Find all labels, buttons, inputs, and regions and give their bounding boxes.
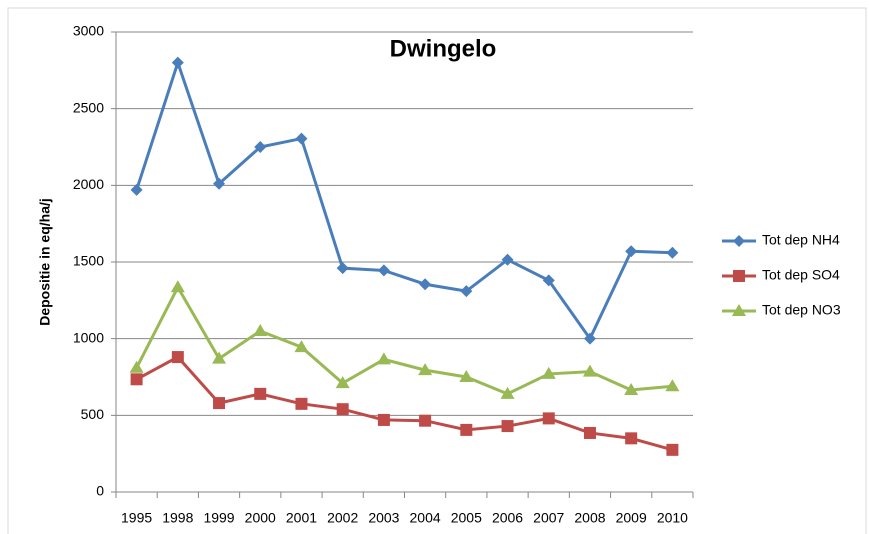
marker — [253, 324, 268, 336]
marker — [419, 278, 432, 291]
x-tick-label: 2005 — [451, 510, 482, 526]
marker — [460, 423, 473, 436]
marker — [542, 412, 555, 425]
marker — [171, 351, 184, 364]
marker — [665, 379, 680, 392]
marker — [666, 443, 679, 456]
marker — [170, 280, 185, 293]
marker — [295, 132, 308, 145]
x-tick-label: 2006 — [492, 510, 523, 526]
x-tick-label: 2003 — [368, 510, 399, 526]
x-tick-label: 2000 — [245, 510, 276, 526]
marker — [129, 360, 144, 373]
marker — [733, 235, 745, 247]
marker — [459, 370, 474, 382]
y-tick-label: 1500 — [73, 253, 104, 269]
legend-label: Tot dep SO4 — [762, 267, 840, 283]
marker — [130, 373, 143, 386]
marker — [171, 56, 184, 69]
y-tick-label: 2000 — [73, 176, 104, 192]
marker — [335, 376, 350, 389]
marker — [501, 420, 514, 433]
legend-label: Tot dep NO3 — [762, 302, 841, 318]
marker — [336, 262, 349, 275]
marker — [625, 245, 638, 258]
marker — [377, 413, 390, 426]
marker — [418, 363, 433, 376]
y-tick-label: 2500 — [73, 99, 104, 115]
marker — [733, 270, 745, 282]
marker — [130, 183, 143, 196]
chart-title: Dwingelo — [390, 35, 497, 62]
marker — [254, 141, 267, 153]
y-tick-label: 500 — [81, 406, 105, 422]
marker — [294, 340, 309, 353]
marker — [541, 366, 556, 379]
marker — [213, 177, 226, 190]
x-tick-label: 2010 — [657, 510, 688, 526]
marker — [625, 432, 638, 445]
marker — [624, 383, 639, 396]
x-tick-label: 2004 — [410, 510, 441, 526]
marker — [583, 332, 596, 345]
line — [135, 355, 673, 452]
marker — [500, 386, 515, 399]
y-tick-label: 0 — [96, 483, 104, 499]
x-tick-label: 2009 — [616, 510, 647, 526]
marker — [732, 304, 746, 316]
marker — [376, 352, 391, 365]
marker — [213, 397, 226, 410]
x-tick-label: 1999 — [203, 510, 234, 526]
legend-label: Tot dep NH4 — [762, 232, 840, 248]
line — [135, 57, 673, 342]
x-tick-label: 2002 — [327, 510, 358, 526]
marker — [377, 264, 390, 277]
marker — [460, 285, 473, 298]
marker — [212, 351, 227, 364]
marker — [295, 397, 308, 410]
marker — [501, 253, 514, 266]
x-tick-label: 1998 — [162, 510, 193, 526]
marker — [582, 364, 597, 377]
x-tick-label: 2007 — [533, 510, 564, 526]
marker — [666, 246, 679, 259]
x-tick-label: 2008 — [574, 510, 605, 526]
x-tick-label: 2001 — [286, 510, 317, 526]
y-axis-label: Depositie in eq/ha/j — [37, 198, 53, 326]
marker — [254, 387, 267, 400]
chart-frame — [7, 7, 867, 534]
marker — [542, 274, 555, 287]
y-tick-label: 3000 — [73, 23, 104, 39]
marker — [336, 403, 349, 416]
y-tick-label: 1000 — [73, 329, 104, 345]
x-tick-label: 1995 — [121, 510, 152, 526]
marker — [419, 414, 432, 427]
marker — [583, 426, 596, 439]
line — [135, 284, 673, 396]
